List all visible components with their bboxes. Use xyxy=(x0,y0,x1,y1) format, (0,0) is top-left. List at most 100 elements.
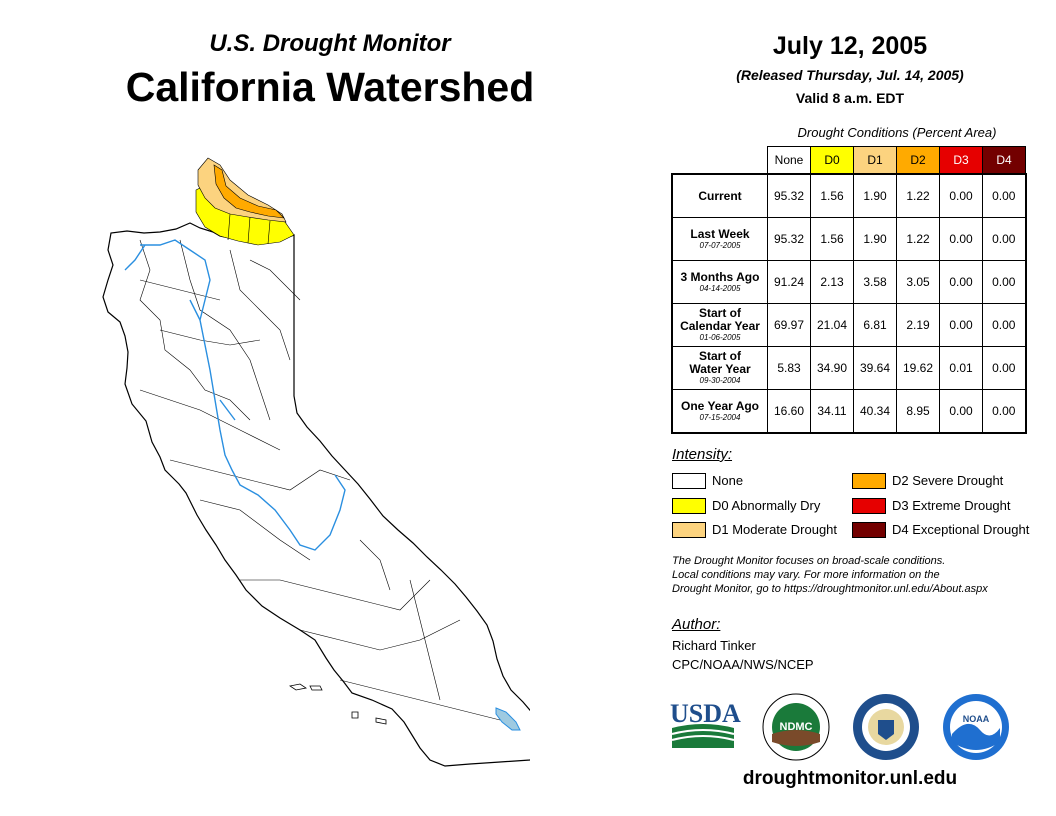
row-label-line: Calendar Year xyxy=(680,319,760,333)
col-none: None xyxy=(767,146,811,175)
usda-logo: USDA xyxy=(670,699,741,748)
channel-islands xyxy=(288,683,387,725)
row-label: 3 Months Ago 04-14-2005 xyxy=(671,260,768,304)
cell-value: 0.01 xyxy=(939,346,983,390)
row-date: 07-15-2004 xyxy=(699,412,741,422)
cell-value: 1.22 xyxy=(896,173,940,218)
release-date: (Released Thursday, Jul. 14, 2005) xyxy=(736,67,964,83)
legend-label: D0 Abnormally Dry xyxy=(712,498,821,514)
header-blank xyxy=(672,146,768,175)
row-date: 01-06-2005 xyxy=(699,333,741,342)
legend-swatch xyxy=(672,521,706,538)
cell-value: 0.00 xyxy=(982,260,1026,304)
legend-swatch xyxy=(672,472,706,489)
author-title: Author: xyxy=(672,616,721,633)
cell-value: 0.00 xyxy=(939,217,983,261)
cell-value: 1.90 xyxy=(853,217,897,261)
cell-value: 39.64 xyxy=(853,346,897,390)
row-label-line: 3 Months Ago xyxy=(680,269,760,284)
row-label: Start of Water Year 09-30-2004 xyxy=(671,346,768,390)
cell-value: 0.00 xyxy=(939,173,983,218)
conditions-header-row: None D0 D1 D2 D3 D4 xyxy=(672,146,1026,175)
row-label: Current xyxy=(671,173,768,218)
cell-value: 34.90 xyxy=(810,346,854,390)
cell-value: 19.62 xyxy=(896,346,940,390)
cell-value: 6.81 xyxy=(853,303,897,347)
cell-value: 0.00 xyxy=(982,303,1026,347)
legend-item-d0: D0 Abnormally Dry xyxy=(672,497,820,514)
row-label-line: Water Year xyxy=(689,362,751,376)
map-title: California Watershed xyxy=(125,64,535,110)
legend-swatch xyxy=(852,521,886,538)
ndmc-logo-text: NDMC xyxy=(780,721,813,733)
cell-value: 1.56 xyxy=(810,173,854,218)
monitor-subtitle: U.S. Drought Monitor xyxy=(209,30,451,57)
row-label: One Year Ago 07-15-2004 xyxy=(671,389,768,434)
row-label-line: Last Week xyxy=(690,226,750,241)
conditions-row: 3 Months Ago 04-14-2005 91.24 2.13 3.58 3.05 0… xyxy=(671,260,1026,304)
conditions-row: Start of Calendar Year 01-06-2005 69.97 21.0… xyxy=(671,303,1026,347)
intensity-title: Intensity: xyxy=(672,446,733,463)
conditions-row: Start of Water Year 09-30-2004 5.83 34.90 39.… xyxy=(671,346,1026,390)
valid-time: Valid 8 a.m. EDT xyxy=(795,90,905,106)
website-url: droughtmonitor.unl.edu xyxy=(742,768,958,789)
california-outline xyxy=(102,222,530,767)
legend-label: D3 Extreme Drought xyxy=(892,498,1011,514)
legend-item-d1: D1 Moderate Drought xyxy=(672,521,837,538)
cell-value: 2.19 xyxy=(896,303,940,347)
map-date: July 12, 2005 xyxy=(772,32,928,60)
author-org: CPC/NOAA/NWS/NCEP xyxy=(672,657,814,672)
col-d3: D3 xyxy=(939,146,983,175)
cell-value: 16.60 xyxy=(767,389,811,434)
cell-value: 0.00 xyxy=(982,346,1026,390)
watershed-boundaries xyxy=(139,213,501,721)
row-label: Start of Calendar Year 01-06-2005 xyxy=(671,303,768,347)
cell-value: 1.56 xyxy=(810,217,854,261)
author-name: Richard Tinker xyxy=(672,638,756,653)
salton-sea xyxy=(495,707,521,731)
cell-value: 34.11 xyxy=(810,389,854,434)
cell-value: 0.00 xyxy=(939,389,983,434)
row-label-line: Start of xyxy=(699,306,741,320)
row-date: 09-30-2004 xyxy=(699,376,741,385)
row-label-line: One Year Ago xyxy=(680,398,760,413)
cell-value: 1.22 xyxy=(896,217,940,261)
cell-value: 0.00 xyxy=(939,260,983,304)
legend-label: D1 Moderate Drought xyxy=(712,522,838,538)
col-d2: D2 xyxy=(896,146,940,175)
legend-label: D4 Exceptional Drought xyxy=(892,522,1030,538)
legend-swatch xyxy=(852,472,886,489)
rivers xyxy=(124,239,346,551)
legend-swatch xyxy=(672,497,706,514)
cell-value: 91.24 xyxy=(767,260,811,304)
cell-value: 8.95 xyxy=(896,389,940,434)
cell-value: 1.90 xyxy=(853,173,897,218)
legend-item-d3: D3 Extreme Drought xyxy=(852,497,1011,514)
commerce-seal xyxy=(853,694,919,760)
cell-value: 5.83 xyxy=(767,346,811,390)
conditions-table: None D0 D1 D2 D3 D4 Current 95.32 1.56 1.90… xyxy=(671,146,1027,434)
row-label-line: Current xyxy=(698,188,742,203)
cell-value: 0.00 xyxy=(982,217,1026,261)
legend-label: None xyxy=(712,473,744,489)
disclaimer-line: Local conditions may vary. For more info… xyxy=(672,569,940,581)
legend-label: D2 Severe Drought xyxy=(892,473,1004,489)
cell-value: 3.05 xyxy=(896,260,940,304)
cell-value: 40.34 xyxy=(853,389,897,434)
col-d1: D1 xyxy=(853,146,897,175)
cell-value: 0.00 xyxy=(982,389,1026,434)
row-date: 07-07-2005 xyxy=(699,240,741,250)
noaa-logo: NOAA xyxy=(943,694,1009,760)
row-label: Last Week 07-07-2005 xyxy=(671,217,768,261)
disclaimer: The Drought Monitor focuses on broad-sca… xyxy=(672,554,1042,596)
disclaimer-line: The Drought Monitor focuses on broad-sca… xyxy=(672,555,946,567)
cell-value: 95.32 xyxy=(767,217,811,261)
row-date: 04-14-2005 xyxy=(699,283,741,293)
ndmc-logo: NDMC xyxy=(762,693,830,761)
legend-item-none: None xyxy=(672,472,743,489)
california-drought-map xyxy=(102,157,530,767)
conditions-row: Current 95.32 1.56 1.90 1.22 0.00 0.00 xyxy=(671,173,1026,218)
conditions-caption: Drought Conditions (Percent Area) xyxy=(797,125,997,140)
cell-value: 21.04 xyxy=(810,303,854,347)
disclaimer-line: Drought Monitor, go to https://droughtmo… xyxy=(672,583,988,595)
